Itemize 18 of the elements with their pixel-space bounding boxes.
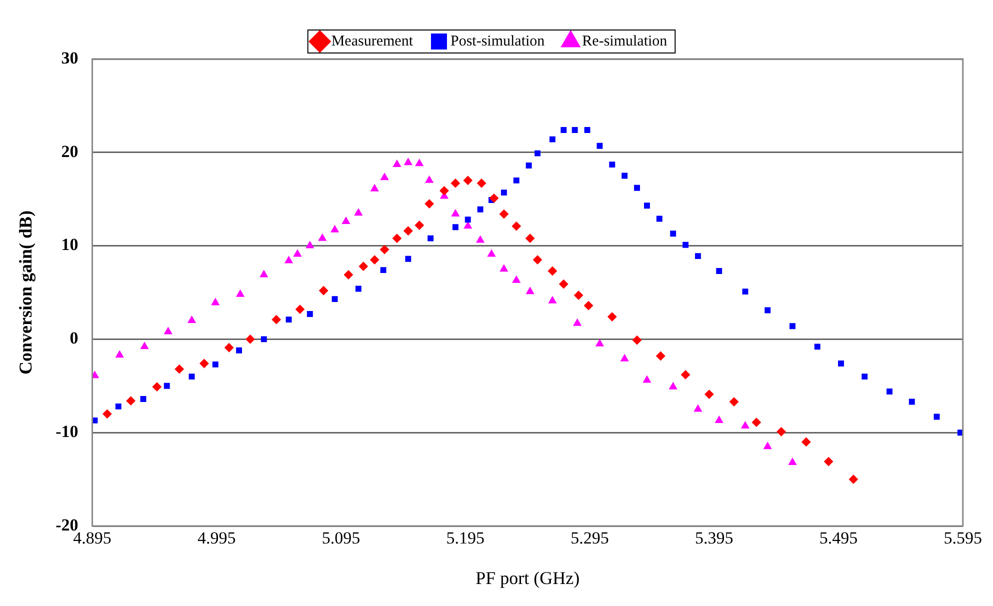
x-tick-label: 4.995 bbox=[198, 528, 236, 548]
x-tick-label: 5.495 bbox=[819, 528, 858, 548]
x-tick-label: 5.195 bbox=[446, 528, 485, 548]
y-tick-label: 20 bbox=[61, 142, 78, 161]
y-tick-label: 0 bbox=[70, 328, 78, 348]
x-tick-label: 5.595 bbox=[944, 528, 982, 548]
y-tick-label: 30 bbox=[61, 48, 78, 68]
y-axis-title: Conversion gain( dB) bbox=[15, 210, 36, 375]
legend-label: Re-simulation bbox=[582, 33, 668, 50]
x-axis-title: PF port (GHz) bbox=[476, 568, 580, 588]
x-tick-label: 5.395 bbox=[695, 528, 734, 548]
x-tick-label: 5.295 bbox=[570, 528, 609, 548]
legend-label: Post-simulation bbox=[450, 33, 546, 50]
y-tick-label: 10 bbox=[61, 235, 78, 254]
y-tick-label: -10 bbox=[56, 422, 78, 441]
y-tick-label: -20 bbox=[56, 515, 78, 534]
x-tick-label: 5.095 bbox=[322, 528, 360, 548]
legend-label: Measurement bbox=[331, 33, 414, 50]
